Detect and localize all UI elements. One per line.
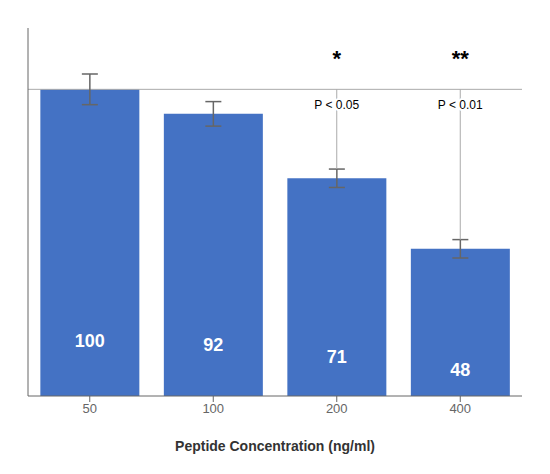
- svg-text:P < 0.01: P < 0.01: [438, 98, 483, 112]
- svg-text:Peptide Concentration (ng/ml): Peptide Concentration (ng/ml): [175, 438, 375, 454]
- svg-text:48: 48: [450, 360, 470, 380]
- svg-text:71: 71: [327, 347, 347, 367]
- svg-text:200: 200: [326, 401, 348, 416]
- svg-text:100: 100: [202, 401, 224, 416]
- svg-text:*: *: [332, 46, 341, 71]
- svg-text:400: 400: [449, 401, 471, 416]
- svg-text:**: **: [452, 46, 470, 71]
- svg-text:50: 50: [83, 401, 97, 416]
- svg-text:100: 100: [75, 331, 105, 351]
- svg-text:P < 0.05: P < 0.05: [314, 98, 359, 112]
- svg-text:92: 92: [203, 335, 223, 355]
